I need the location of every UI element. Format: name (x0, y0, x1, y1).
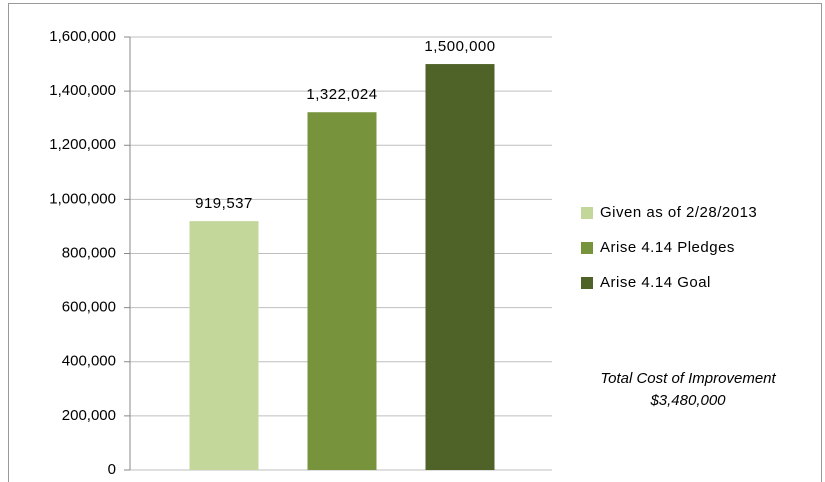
legend-label: Given as of 2/28/2013 (600, 204, 757, 221)
y-tick-label: 0 (108, 461, 116, 478)
legend-swatch (581, 242, 593, 254)
bar (425, 64, 495, 470)
annotation: $3,480,000 (649, 392, 726, 409)
y-tick-label: 1,200,000 (49, 136, 116, 153)
y-tick-label: 800,000 (62, 244, 116, 261)
annotation: Total Cost of Improvement (600, 370, 776, 387)
y-tick-label: 200,000 (62, 407, 116, 424)
y-tick-label: 1,400,000 (49, 82, 116, 99)
legend-swatch (581, 277, 593, 289)
data-label: 1,500,000 (424, 38, 495, 55)
y-tick-label: 1,600,000 (49, 28, 116, 45)
y-tick-label: 1,000,000 (49, 190, 116, 207)
data-label: 1,322,024 (306, 86, 377, 103)
legend-label: Arise 4.14 Pledges (600, 239, 735, 256)
legend-label: Arise 4.14 Goal (600, 274, 711, 291)
y-tick-label: 400,000 (62, 353, 116, 370)
bar (189, 221, 259, 470)
bar (307, 112, 377, 470)
chart-frame (8, 3, 822, 482)
data-label: 919,537 (195, 195, 253, 212)
legend-swatch (581, 207, 593, 219)
y-tick-label: 600,000 (62, 299, 116, 316)
